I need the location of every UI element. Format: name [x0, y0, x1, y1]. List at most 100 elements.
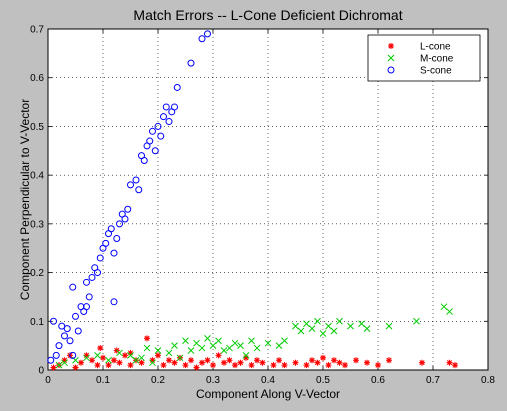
m-cone-point — [314, 317, 321, 325]
l-cone-point — [105, 362, 112, 369]
l-cone-point — [204, 357, 211, 364]
m-cone-point — [303, 320, 310, 328]
m-cone-point — [187, 347, 195, 354]
marker-circle — [132, 176, 140, 184]
marker-cross — [413, 317, 420, 325]
m-cone-point — [325, 322, 332, 330]
s-cone-point — [135, 186, 143, 194]
marker-cross — [347, 322, 354, 330]
marker-asterisk — [226, 357, 233, 364]
marker-asterisk — [100, 354, 106, 361]
marker-circle — [110, 249, 118, 257]
l-cone-point — [127, 349, 134, 356]
marker-cross — [319, 330, 327, 337]
marker-cross — [182, 337, 189, 345]
marker-cross — [220, 347, 228, 354]
y-tick-label: 0 — [38, 366, 44, 377]
marker-asterisk — [386, 357, 392, 364]
y-tick-label: 0.3 — [30, 219, 44, 230]
marker-asterisk — [193, 364, 200, 371]
m-cone-point — [171, 342, 178, 349]
marker-circle — [127, 181, 134, 189]
m-cone-point — [347, 322, 354, 330]
m-cone-point — [275, 342, 283, 349]
s-cone-point — [124, 205, 132, 213]
m-cone-point — [61, 359, 68, 367]
marker-asterisk — [97, 345, 104, 352]
s-cone-point — [61, 332, 68, 340]
marker-cross — [281, 337, 288, 345]
l-cone-point — [419, 359, 425, 366]
l-cone-point — [309, 357, 315, 364]
marker-asterisk — [419, 359, 425, 366]
s-cone-point — [50, 317, 57, 325]
marker-cross — [297, 327, 305, 335]
marker-asterisk — [61, 357, 68, 364]
m-cone-point — [330, 327, 338, 335]
m-cone-point — [143, 344, 151, 352]
l-cone-point — [386, 357, 392, 364]
marker-circle — [151, 147, 159, 155]
marker-asterisk — [122, 352, 128, 359]
s-cone-point — [107, 225, 115, 233]
l-cone-point — [160, 362, 167, 369]
marker-cross — [226, 344, 233, 352]
marker-circle — [187, 59, 195, 67]
l-cone-point — [331, 357, 337, 364]
l-cone-point — [248, 362, 255, 369]
chart-title: Match Errors -- L-Cone Deficient Dichrom… — [133, 7, 402, 23]
x-tick-label: 0.7 — [426, 375, 440, 386]
marker-cross — [358, 320, 365, 328]
legend-marker-s-cone — [387, 66, 395, 74]
marker-circle — [165, 118, 173, 126]
m-cone-point — [363, 325, 371, 332]
marker-cross — [387, 54, 395, 62]
marker-asterisk — [94, 362, 101, 369]
s-cone-point — [72, 312, 79, 320]
s-cone-point — [63, 325, 71, 333]
marker-asterisk — [243, 354, 249, 361]
l-cone-point — [171, 359, 178, 366]
l-cone-point — [50, 364, 57, 371]
m-cone-point — [55, 361, 63, 369]
legend-box — [367, 34, 481, 82]
s-cone-point — [110, 249, 118, 257]
marker-circle — [135, 186, 143, 194]
y-tick-label: 0.4 — [30, 171, 44, 182]
l-cone-point — [89, 357, 95, 364]
marker-cross — [385, 322, 393, 330]
l-cone-point — [342, 362, 348, 369]
marker-asterisk — [446, 359, 453, 366]
m-cone-point — [319, 330, 327, 337]
marker-cross — [336, 317, 343, 325]
legend-label-m-cone: M-cone — [420, 54, 454, 65]
marker-circle — [198, 35, 206, 43]
marker-cross — [209, 342, 217, 349]
s-cone-point — [171, 103, 178, 111]
marker-cross — [61, 359, 68, 367]
marker-asterisk — [303, 362, 310, 369]
marker-circle — [69, 351, 77, 359]
m-cone-point — [231, 339, 239, 347]
s-cone-point — [55, 342, 63, 350]
marker-asterisk — [78, 359, 84, 366]
m-cone-point — [116, 349, 123, 357]
marker-asterisk — [281, 362, 288, 369]
l-cone-point — [83, 352, 90, 359]
s-cone-point — [127, 181, 134, 189]
m-cone-point — [215, 337, 222, 345]
marker-circle — [47, 356, 55, 364]
l-cone-point — [111, 357, 117, 364]
m-cone-point — [154, 347, 162, 354]
l-cone-point — [61, 357, 68, 364]
l-cone-point — [122, 352, 128, 359]
marker-circle — [121, 215, 129, 223]
s-cone-point — [116, 220, 123, 228]
m-cone-point — [385, 322, 393, 330]
marker-cross — [446, 308, 453, 315]
marker-circle — [140, 157, 148, 165]
marker-circle — [50, 317, 57, 325]
marker-asterisk — [210, 362, 216, 369]
marker-asterisk — [171, 359, 178, 366]
l-cone-point — [100, 354, 106, 361]
